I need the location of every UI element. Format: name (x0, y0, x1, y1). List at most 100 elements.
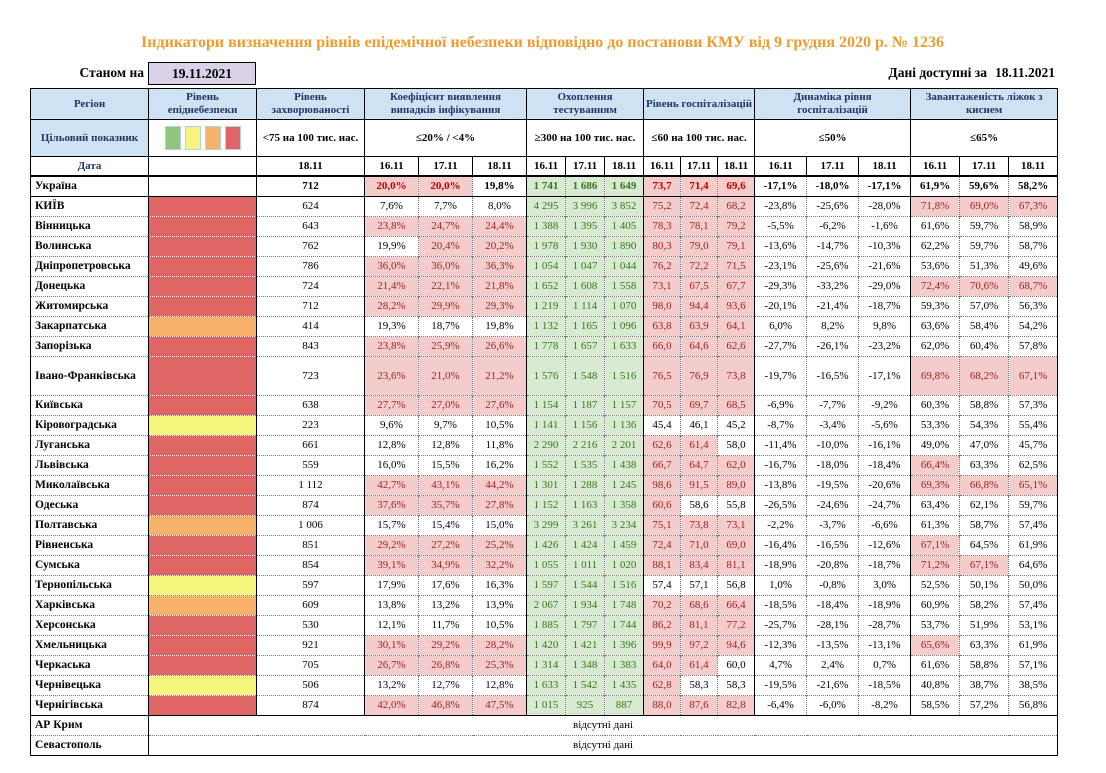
hospitalization-value: 57,4 (643, 575, 681, 596)
hospitalization-dynamics-value: -28,0% (858, 196, 911, 217)
incidence-value: 724 (256, 276, 365, 297)
detection-coef-value: 19,8% (471, 316, 527, 337)
region-name: Чернівецька (30, 675, 149, 696)
hospitalization-dynamics-value: -10,0% (806, 435, 859, 456)
hospitalization-value: 78,1 (680, 216, 718, 237)
testing-coverage-value: 1 055 (526, 555, 566, 576)
oxygen-beds-value: 59,7% (959, 236, 1009, 257)
detection-coef-value: 44,2% (471, 475, 527, 496)
table-row: Луганська 661 12,8% 12,8% 11,8% 2 290 2 216 2 2… (30, 435, 1058, 456)
as-of-date-box[interactable]: 19.11.2021 (148, 62, 256, 85)
hospitalization-dynamics-value: -16,5% (806, 535, 859, 556)
column-group-4: Охоплення тестуванням (526, 88, 645, 120)
region-name: Вінницька (30, 216, 149, 237)
oxygen-beds-value: 58,2% (1008, 175, 1058, 197)
detection-coef-value: 19,9% (364, 236, 419, 257)
date-header: 16.11 (910, 156, 961, 177)
column-group-3: Коефіцієнт виявлення випадків інфікуванн… (363, 88, 528, 120)
oxygen-beds-value: 38,5% (1008, 675, 1058, 696)
oxygen-beds-value: 53,1% (1008, 615, 1058, 636)
region-name: Луганська (30, 435, 149, 456)
oxygen-beds-value: 53,3% (910, 415, 960, 436)
hospitalization-value: 64,7 (680, 455, 718, 476)
target-group-2: <75 на 100 тис. нас. (256, 119, 365, 157)
oxygen-beds-value: 64,5% (959, 535, 1009, 556)
testing-coverage-value: 1 156 (565, 415, 605, 436)
hospitalization-value: 67,7 (717, 276, 755, 297)
hospitalization-value: 68,6 (680, 595, 718, 616)
detection-coef-value: 16,3% (471, 575, 527, 596)
oxygen-beds-value: 53,6% (910, 256, 960, 277)
hospitalization-value: 79,2 (717, 216, 755, 237)
hospitalization-dynamics-value: 3,0% (858, 575, 911, 596)
testing-coverage-value: 3 852 (604, 196, 644, 217)
hospitalization-dynamics-value: -20,1% (754, 296, 807, 317)
hospitalization-value: 71,5 (717, 256, 755, 277)
testing-coverage-value: 1 438 (604, 455, 644, 476)
date-header: 17.11 (418, 156, 473, 177)
oxygen-beds-value: 67,3% (1008, 196, 1058, 217)
detection-coef-value: 23,8% (364, 216, 419, 237)
testing-coverage-value: 1 744 (604, 615, 644, 636)
testing-coverage-value: 1 633 (526, 675, 566, 696)
target-row-label: Цільовий показник (30, 119, 149, 157)
detection-coef-value: 11,7% (418, 615, 473, 636)
hospitalization-value: 72,4 (680, 196, 718, 217)
hospitalization-value: 97,2 (680, 635, 718, 656)
hospitalization-dynamics-value: -6,9% (754, 395, 807, 416)
hospitalization-dynamics-value: -18,7% (858, 555, 911, 576)
detection-coef-value: 9,6% (364, 415, 419, 436)
testing-coverage-value: 1 649 (604, 175, 644, 197)
hospitalization-dynamics-value: -19,5% (754, 675, 807, 696)
oxygen-beds-value: 49,6% (1008, 256, 1058, 277)
region-name: Херсонська (30, 615, 149, 636)
table-row: АР Крим відсутні дані (30, 715, 1058, 736)
testing-coverage-value: 1 421 (565, 635, 605, 656)
oxygen-beds-value: 65,6% (910, 635, 960, 656)
region-name: Запорізька (30, 336, 149, 357)
testing-coverage-value: 1 424 (565, 535, 605, 556)
hospitalization-value: 86,2 (643, 615, 681, 636)
date-header: 18.11 (256, 156, 365, 177)
hospitalization-dynamics-value: -0,8% (806, 575, 859, 596)
detection-coef-value: 13,8% (364, 595, 419, 616)
incidence-value: 712 (256, 175, 365, 197)
hospitalization-dynamics-value: -29,0% (858, 276, 911, 297)
oxygen-beds-value: 50,0% (1008, 575, 1058, 596)
hospitalization-dynamics-value: -18,0% (806, 175, 859, 197)
danger-level-cell (148, 216, 257, 237)
testing-coverage-value: 1 797 (565, 615, 605, 636)
table-row: Чернігівська 874 42,0% 46,8% 47,5% 1 015 925 88… (30, 695, 1058, 716)
hospitalization-dynamics-value: 1,0% (754, 575, 807, 596)
hospitalization-value: 76,5 (643, 356, 681, 396)
danger-level-cell (148, 356, 257, 396)
table-row: КИЇВ 624 7,6% 7,7% 8,0% 4 295 3 996 3 852 75,2 72… (30, 196, 1058, 217)
danger-level-cell (148, 675, 257, 696)
hospitalization-dynamics-value: -17,1% (858, 175, 911, 197)
oxygen-beds-value: 57,2% (959, 695, 1009, 716)
danger-level-cell (148, 316, 257, 337)
oxygen-beds-value: 51,3% (959, 256, 1009, 277)
table-row: Львівська 559 16,0% 15,5% 16,2% 1 552 1 535 1 4… (30, 455, 1058, 476)
hospitalization-dynamics-value: -27,7% (754, 336, 807, 357)
detection-coef-value: 27,6% (471, 395, 527, 416)
hospitalization-value: 45,2 (717, 415, 755, 436)
hospitalization-value: 56,8 (717, 575, 755, 596)
danger-level-cell (148, 635, 257, 656)
testing-coverage-value: 1 405 (604, 216, 644, 237)
testing-coverage-value: 1 219 (526, 296, 566, 317)
oxygen-beds-value: 68,2% (959, 356, 1009, 396)
incidence-value: 624 (256, 196, 365, 217)
testing-coverage-value: 1 132 (526, 316, 566, 337)
hospitalization-dynamics-value: -18,4% (858, 455, 911, 476)
hospitalization-value: 73,8 (680, 515, 718, 536)
date-header: 17.11 (959, 156, 1010, 177)
region-name: Харківська (30, 595, 149, 616)
hospitalization-value: 75,1 (643, 515, 681, 536)
region-name: Івано-Франківська (30, 356, 149, 396)
danger-level-cell (148, 495, 257, 516)
testing-coverage-value: 1 165 (565, 316, 605, 337)
detection-coef-value: 26,6% (471, 336, 527, 357)
table-row: Україна 712 20,0% 20,0% 19,8% 1 741 1 686 1 649… (30, 175, 1058, 197)
